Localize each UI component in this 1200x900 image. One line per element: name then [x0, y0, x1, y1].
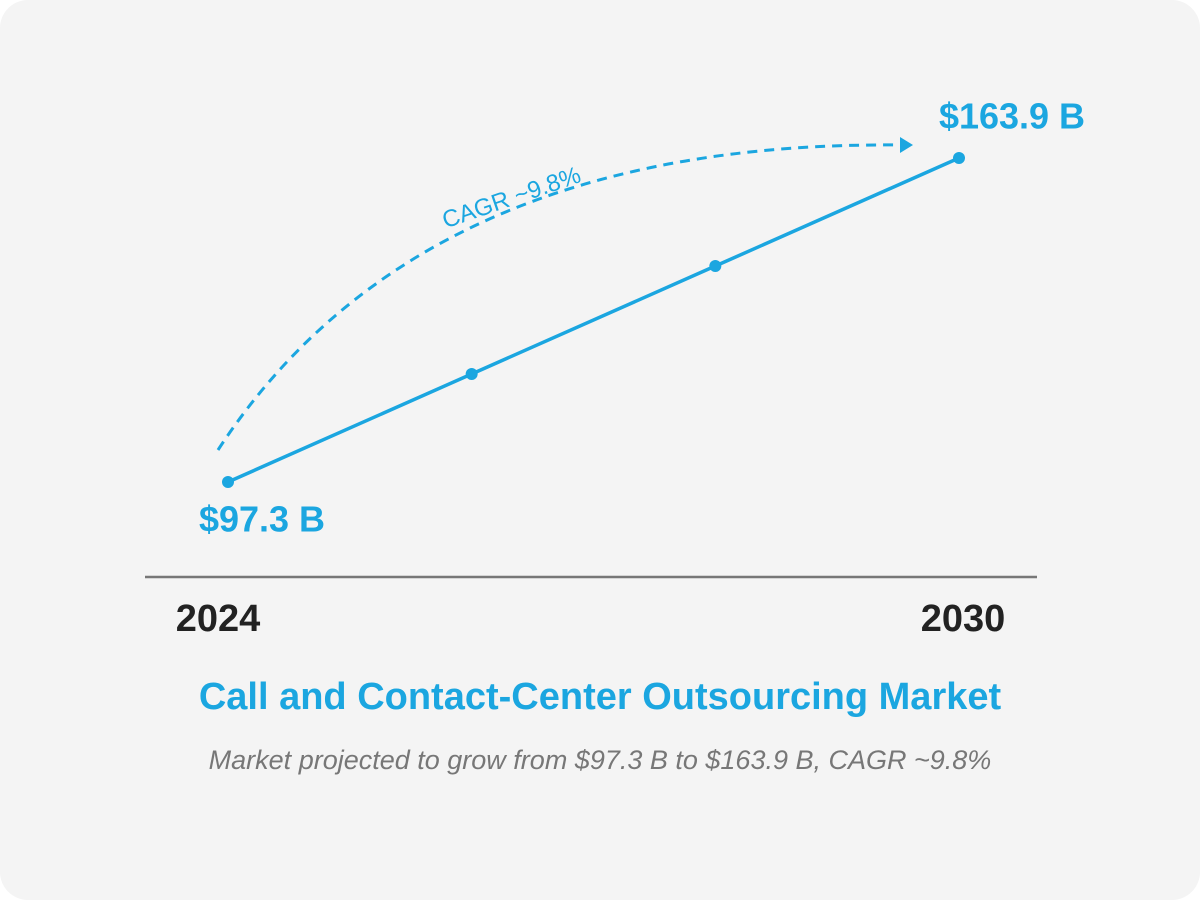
- value-label: $97.3 B: [199, 499, 325, 540]
- point: [465, 368, 478, 380]
- chart-title: Call and Contact-Center Outsourcing Mark…: [199, 676, 1002, 718]
- chart-subtitle: Market projected to grow from $97.3 B to…: [209, 745, 992, 775]
- x-tick-label: 2024: [176, 598, 261, 640]
- point: [953, 152, 965, 164]
- line: [227, 156, 960, 484]
- point: [709, 260, 722, 272]
- x-tick-label: 2030: [921, 598, 1006, 640]
- point: [222, 476, 234, 488]
- arrow-head: [900, 137, 913, 153]
- value-label: $163.9 B: [939, 96, 1085, 137]
- cagr-arrow: [216, 143, 903, 451]
